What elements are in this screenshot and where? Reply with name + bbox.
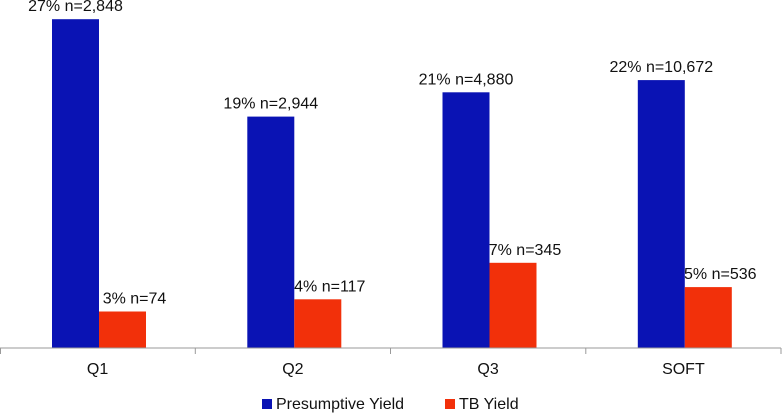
data-label-presumptive-soft: 22% n=10,672 — [609, 59, 713, 76]
bar-tb-q1 — [99, 311, 146, 348]
legend-swatch-presumptive — [262, 399, 272, 409]
bar-presumptive-q2 — [247, 116, 295, 348]
x-axis-labels: Q1 Q2 Q3 SOFT — [87, 361, 705, 378]
data-label-tb-q2: 4% n=117 — [294, 278, 365, 295]
bar-presumptive-q3 — [442, 92, 490, 349]
data-label-tb-q1: 3% n=74 — [103, 291, 167, 308]
bar-tb-q2 — [294, 299, 342, 348]
x-tick-label-q3: Q3 — [477, 361, 498, 378]
legend-label-tb: TB Yield — [459, 396, 519, 413]
bars-layer — [52, 19, 732, 349]
data-label-presumptive-q3: 21% n=4,880 — [419, 71, 514, 88]
data-label-presumptive-q1: 27% n=2,848 — [28, 0, 123, 15]
data-labels-layer: 27% n=2,848 3% n=74 19% n=2,944 4% n=117 21%… — [28, 0, 757, 308]
data-label-presumptive-q2: 19% n=2,944 — [223, 96, 318, 113]
bar-presumptive-q1 — [52, 19, 99, 348]
x-axis-ticks — [0, 348, 782, 354]
legend: Presumptive Yield TB Yield — [262, 396, 519, 413]
legend-swatch-tb — [445, 399, 455, 409]
x-tick-label-q2: Q2 — [282, 361, 303, 378]
bar-tb-soft — [684, 287, 732, 348]
data-label-tb-q3: 7% n=345 — [489, 242, 562, 259]
bar-tb-q3 — [489, 262, 537, 349]
x-tick-label-q1: Q1 — [87, 361, 108, 378]
data-label-tb-soft: 5% n=536 — [684, 266, 757, 283]
legend-label-presumptive: Presumptive Yield — [276, 396, 404, 413]
bar-presumptive-soft — [637, 80, 685, 348]
x-tick-label-soft: SOFT — [662, 361, 705, 378]
